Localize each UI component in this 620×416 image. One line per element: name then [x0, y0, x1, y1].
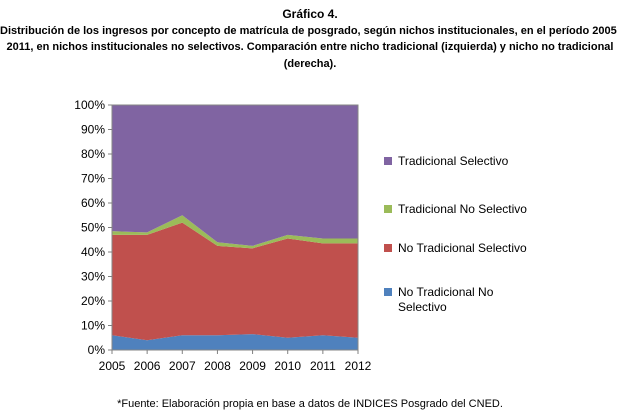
y-tick-label: 100%: [74, 98, 105, 112]
chart-heading: Gráfico 4. Distribución de los ingresos …: [0, 6, 620, 72]
y-tick-label: 70%: [81, 172, 105, 186]
legend-label-line-1: No Tradicional No: [398, 285, 494, 299]
chart-number: Gráfico 4.: [282, 7, 338, 21]
legend-item-no-tradicional-selectivo: No Tradicional Selectivo: [384, 241, 548, 256]
legend-label-no-tradicional-selectivo: No Tradicional Selectivo: [398, 241, 527, 255]
legend-label-no-tradicional-no-selectivo: No Tradicional No Selectivo: [398, 285, 548, 315]
area-no-tradicional-no-selectivo: [112, 334, 358, 350]
x-tick-label: 2008: [204, 359, 231, 373]
chart-caption-line-1: Distribución de los ingresos por concept…: [0, 24, 620, 37]
y-tick-label: 20%: [81, 294, 105, 308]
area-no-tradicional-selectivo: [112, 222, 358, 341]
y-tick-label: 80%: [81, 147, 105, 161]
legend-label-tradicional-no-selectivo: Tradicional No Selectivo: [398, 202, 527, 216]
legend-swatch-no-tradicional-no-selectivo: [384, 288, 392, 296]
y-tick-label: 0%: [88, 343, 106, 357]
legend-label-line-2: Selectivo: [398, 300, 447, 314]
area-tradicional-selectivo: [112, 105, 358, 246]
y-tick-label: 50%: [81, 221, 105, 235]
legend-swatch-tradicional-selectivo: [384, 157, 392, 165]
x-tick-label: 2007: [169, 359, 196, 373]
y-tick-label: 90%: [81, 123, 105, 137]
y-tick-label: 40%: [81, 245, 105, 259]
chart-source-note: *Fuente: Elaboración propia en base a da…: [117, 398, 503, 410]
legend-item-no-tradicional-no-selectivo: No Tradicional No Selectivo: [384, 285, 548, 315]
chart-caption-line-3: (derecha).: [283, 57, 337, 70]
legend-item-tradicional-selectivo: Tradicional Selectivo: [384, 154, 548, 169]
chart-caption-line-2: 2011, en nichos institucionales no selec…: [6, 41, 614, 53]
legend-swatch-tradicional-no-selectivo: [384, 205, 392, 213]
x-tick-label: 2006: [134, 359, 161, 373]
x-tick-label: 2010: [274, 359, 301, 373]
legend-label-tradicional-selectivo: Tradicional Selectivo: [398, 154, 509, 168]
y-tick-label: 30%: [81, 270, 105, 284]
x-tick-label: 2011: [310, 359, 336, 373]
y-tick-label: 60%: [81, 196, 105, 210]
y-tick-label: 10%: [81, 319, 105, 333]
x-tick-label: 2009: [239, 359, 266, 373]
x-tick-label: 2012: [345, 359, 372, 373]
area-tradicional-no-selectivo: [112, 215, 358, 249]
legend-item-tradicional-no-selectivo: Tradicional No Selectivo: [384, 202, 548, 217]
legend-swatch-no-tradicional-selectivo: [384, 244, 392, 252]
x-tick-label: 2005: [99, 359, 126, 373]
